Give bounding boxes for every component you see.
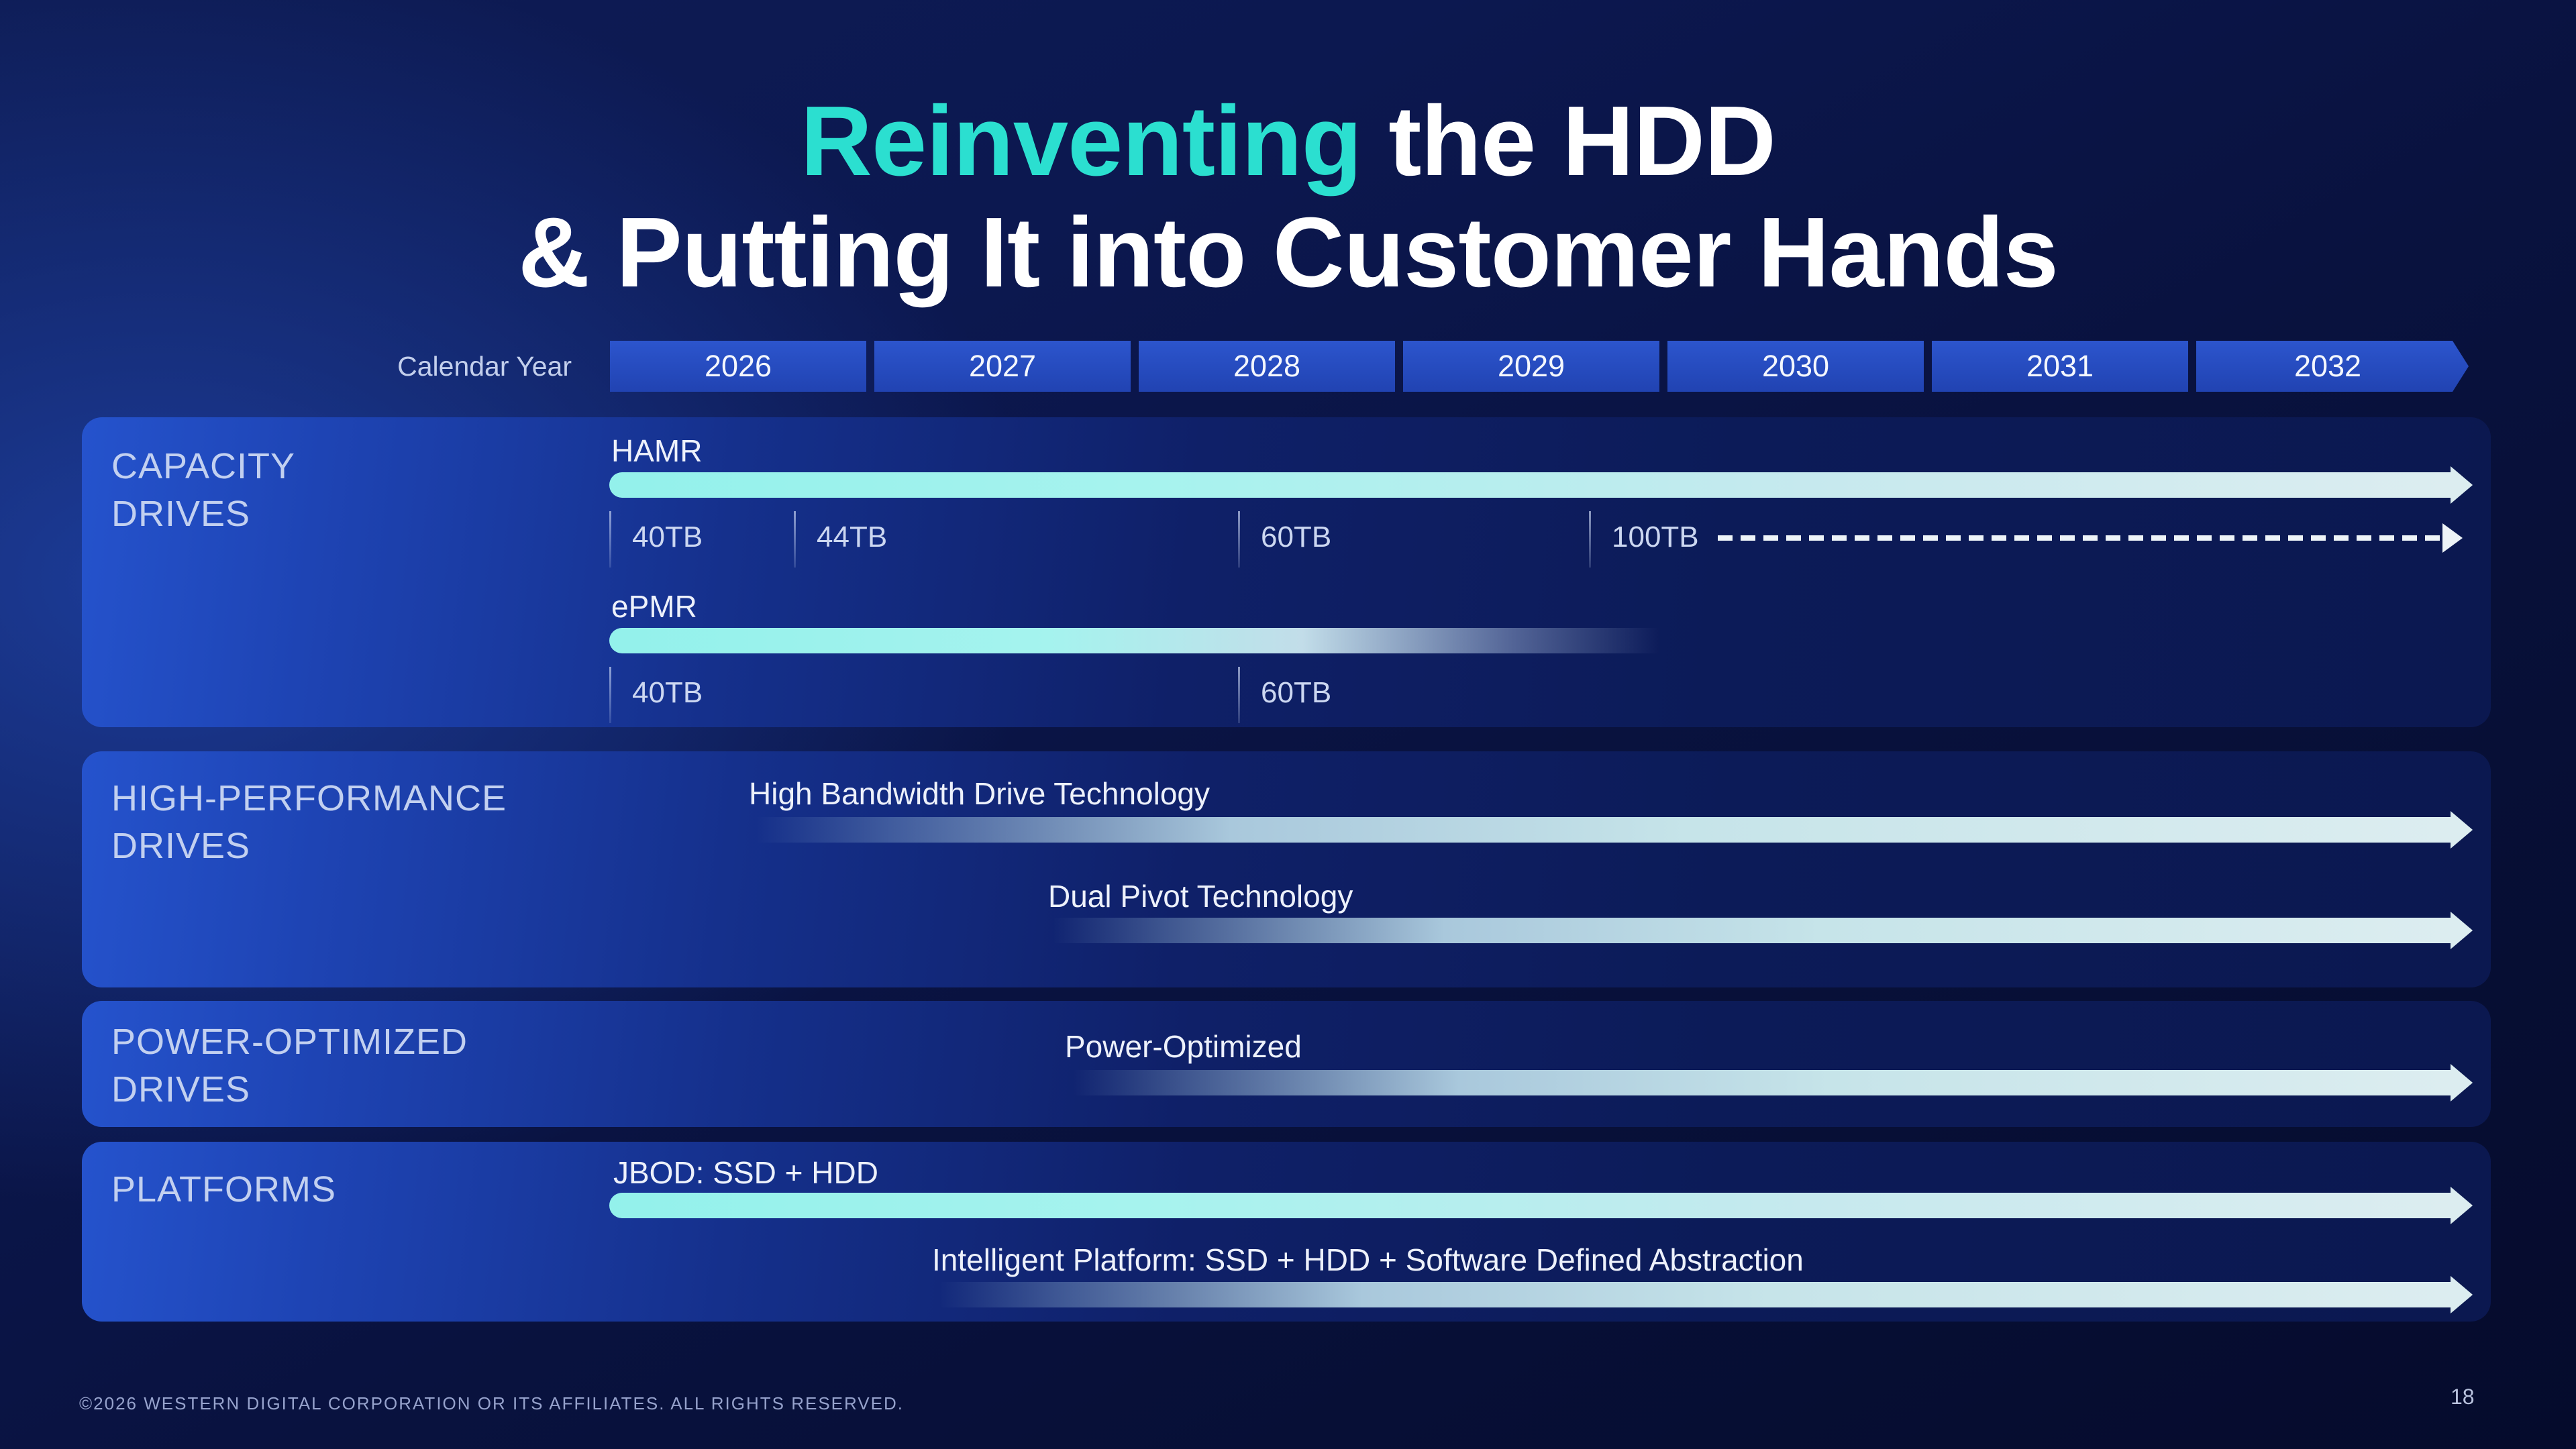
year-box-2026: 2026 <box>610 341 866 392</box>
slide-title: Reinventing the HDD & Putting It into Cu… <box>0 86 2576 309</box>
year-box-2028: 2028 <box>1139 341 1395 392</box>
power-optimized-title-line1: POWER-OPTIMIZED <box>111 1022 468 1062</box>
high-performance-title-line2: DRIVES <box>111 826 251 867</box>
power-optimized-title-line2: DRIVES <box>111 1069 251 1110</box>
epmr-label: ePMR <box>611 589 697 624</box>
capacity-title-line1: CAPACITY <box>111 446 296 486</box>
copyright-notice: ©2026 WESTERN DIGITAL CORPORATION OR ITS… <box>79 1393 904 1413</box>
title-line-1: Reinventing the HDD <box>0 86 2576 197</box>
hamr-arrow-head-icon <box>2451 466 2473 504</box>
dual-pivot-arrow-head-icon <box>2451 912 2473 949</box>
milestone-tick <box>1238 667 1240 723</box>
epmr-timeline-bar <box>609 628 1659 653</box>
epmr-milestone-60tb: 60TB <box>1238 667 1331 723</box>
high-bandwidth-timeline-bar <box>756 817 2451 843</box>
year-box-2027: 2027 <box>874 341 1131 392</box>
hamr-label: HAMR <box>611 433 703 468</box>
year-box-2032: 2032 <box>2196 341 2469 392</box>
milestone-tick <box>1238 511 1240 568</box>
hamr-milestone-100tb: 100TB <box>1589 511 1699 568</box>
capacity-title-line2: DRIVES <box>111 494 251 535</box>
hamr-timeline-bar <box>609 472 2451 498</box>
platforms-title-line1: PLATFORMS <box>111 1169 337 1210</box>
hamr-milestone-60tb: 60TB <box>1238 511 1331 568</box>
capacity-drives-title: CAPACITY DRIVES <box>111 443 295 539</box>
high-performance-drives-panel: HIGH-PERFORMANCE DRIVES High Bandwidth D… <box>82 751 2491 987</box>
milestone-label: 44TB <box>817 521 888 553</box>
hamr-milestone-44tb: 44TB <box>794 511 887 568</box>
milestone-label: 60TB <box>1261 521 1332 553</box>
milestone-label: 60TB <box>1261 676 1332 709</box>
high-performance-title-line1: HIGH-PERFORMANCE <box>111 778 507 818</box>
high-bandwidth-arrow-head-icon <box>2451 811 2473 849</box>
milestone-label: 40TB <box>632 521 703 553</box>
year-box-2031: 2031 <box>1932 341 2188 392</box>
hamr-milestone-40tb: 40TB <box>609 511 703 568</box>
high-bandwidth-label: High Bandwidth Drive Technology <box>749 776 1210 811</box>
power-optimized-title: POWER-OPTIMIZED DRIVES <box>111 1018 468 1114</box>
power-optimized-arrow-head-icon <box>2451 1064 2473 1102</box>
capacity-drives-panel: CAPACITY DRIVES HAMR 40TB 44TB 60TB 100T… <box>82 417 2491 727</box>
jbod-timeline-bar <box>609 1193 2451 1218</box>
power-optimized-timeline-bar <box>1074 1070 2451 1095</box>
calendar-year-row: 2026 2027 2028 2029 2030 2031 2032 <box>610 341 2469 392</box>
dual-pivot-label: Dual Pivot Technology <box>1048 879 1353 914</box>
milestone-tick <box>794 511 796 568</box>
calendar-year-label: Calendar Year <box>397 351 572 382</box>
intelligent-platform-label: Intelligent Platform: SSD + HDD + Softwa… <box>932 1242 1804 1277</box>
hamr-future-dashed-line <box>1718 535 2442 541</box>
year-box-2029: 2029 <box>1403 341 1659 392</box>
platforms-panel: PLATFORMS JBOD: SSD + HDD Intelligent Pl… <box>82 1142 2491 1322</box>
milestone-tick <box>609 511 611 568</box>
hamr-future-arrow-head-icon <box>2442 523 2463 553</box>
milestone-label: 40TB <box>632 676 703 709</box>
dual-pivot-timeline-bar <box>1053 918 2451 943</box>
page-number: 18 <box>2451 1385 2475 1409</box>
title-line1-rest: the HDD <box>1361 86 1776 197</box>
power-optimized-label: Power-Optimized <box>1065 1029 1302 1064</box>
milestone-tick <box>1589 511 1591 568</box>
platforms-title: PLATFORMS <box>111 1166 336 1214</box>
title-highlight: Reinventing <box>801 86 1362 197</box>
high-performance-title: HIGH-PERFORMANCE DRIVES <box>111 775 507 871</box>
intelligent-platform-arrow-head-icon <box>2451 1276 2473 1313</box>
year-box-2030: 2030 <box>1667 341 1924 392</box>
power-optimized-drives-panel: POWER-OPTIMIZED DRIVES Power-Optimized <box>82 1001 2491 1127</box>
title-line-2: & Putting It into Customer Hands <box>518 197 2059 308</box>
milestone-label: 100TB <box>1612 521 1699 553</box>
epmr-milestone-40tb: 40TB <box>609 667 703 723</box>
milestone-tick <box>609 667 611 723</box>
jbod-arrow-head-icon <box>2451 1187 2473 1224</box>
intelligent-platform-timeline-bar <box>939 1282 2451 1307</box>
jbod-label: JBOD: SSD + HDD <box>613 1155 878 1190</box>
